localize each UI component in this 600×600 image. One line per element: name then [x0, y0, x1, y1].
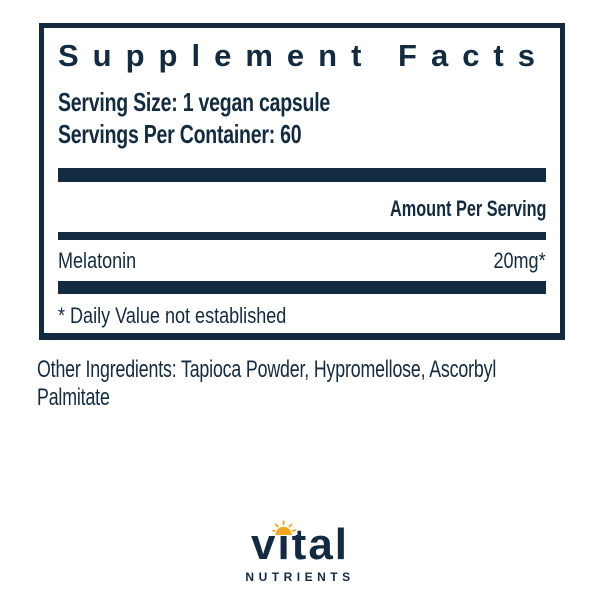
servings-per-container-line: Servings Per Container: 60 [58, 118, 546, 150]
daily-value-footnote-text: * Daily Value not established [58, 303, 287, 328]
nutrient-row: Melatonin 20mg* [58, 240, 546, 281]
nutrient-name: Melatonin [58, 248, 137, 273]
amount-per-serving-header: Amount Per Serving [58, 182, 546, 232]
other-ingredients-section: Other Ingredients: Tapioca Powder, Hypro… [37, 356, 587, 410]
serving-info: Serving Size: 1 vegan capsule Servings P… [58, 86, 546, 150]
other-ingredients-text: Other Ingredients: Tapioca Powder, Hypro… [37, 356, 497, 410]
brand-logo: vital NUTRIENTS [245, 516, 355, 584]
panel-title: Supplement Facts [58, 38, 549, 73]
divider-bar-thin [58, 232, 546, 240]
divider-bar-thick-top [58, 168, 546, 182]
daily-value-footnote: * Daily Value not established [58, 294, 546, 329]
sun-icon [270, 516, 297, 535]
serving-size-line: Serving Size: 1 vegan capsule [58, 86, 546, 118]
divider-bar-thick-bottom [58, 281, 546, 294]
nutrient-amount: 20mg* [493, 248, 546, 273]
brand-subtitle: NUTRIENTS [245, 570, 355, 584]
brand-name: vital [250, 516, 350, 569]
servings-per-container-text: Servings Per Container: 60 [58, 119, 302, 149]
amount-per-serving-text: Amount Per Serving [389, 196, 546, 221]
brand-name-text: vital [250, 520, 350, 569]
serving-size-text: Serving Size: 1 vegan capsule [58, 87, 331, 117]
supplement-facts-panel: Supplement Facts Serving Size: 1 vegan c… [39, 23, 565, 340]
